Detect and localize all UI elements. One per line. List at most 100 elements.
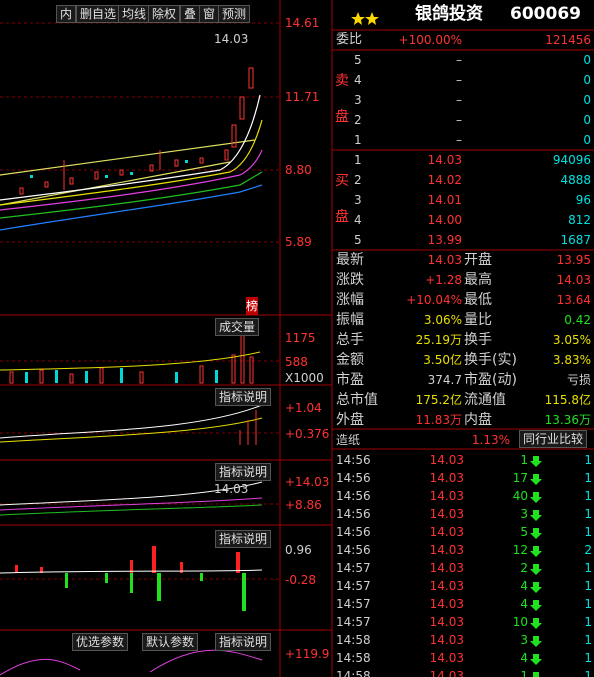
tick-time: 14:57 <box>336 561 371 575</box>
tick-count: 1 <box>584 525 592 539</box>
indicator-button[interactable]: 优选参数 <box>72 633 129 651</box>
stat-label: 涨幅 <box>336 292 364 308</box>
badge: 榜 <box>246 297 259 315</box>
level: 5 <box>354 233 362 247</box>
toolbar-button[interactable]: 删自选 <box>76 5 121 23</box>
down-arrow <box>530 510 542 521</box>
price-axis-label: 8.80 <box>285 163 312 177</box>
stat-value: 3.83% <box>552 353 591 367</box>
stat-label: 最新 <box>336 252 364 268</box>
stat-value: 0.42 <box>564 313 591 327</box>
tick-count: 1 <box>584 489 592 503</box>
stat-label: 开盘 <box>464 252 492 268</box>
order-volume: 0 <box>583 73 591 87</box>
tick-count: 1 <box>584 579 592 593</box>
tick-time: 14:56 <box>336 543 371 557</box>
stat-value: 14.03 <box>427 253 462 267</box>
level: 3 <box>354 193 362 207</box>
level: 1 <box>354 133 362 147</box>
tick-price: 14.03 <box>429 543 464 557</box>
stat-label: 金额 <box>336 352 364 368</box>
toolbar-button[interactable]: 叠 <box>180 5 201 23</box>
indicator-tag: 14.03 <box>214 482 249 496</box>
tick-price: 14.03 <box>429 453 464 467</box>
level: 1 <box>354 153 362 167</box>
stat-value: +10.04% <box>406 293 462 307</box>
industry-button[interactable]: 同行业比较 <box>519 430 588 448</box>
down-arrow <box>530 636 542 647</box>
last-price-tag: 14.03 <box>214 32 249 46</box>
level: 2 <box>354 173 362 187</box>
order-price: 14.02 <box>427 173 462 187</box>
indicator-button[interactable]: 指标说明 <box>215 463 272 481</box>
indicator-button[interactable]: 指标说明 <box>215 530 272 548</box>
tick-time: 14:58 <box>336 651 371 665</box>
toolbar-button[interactable]: 均线 <box>118 5 151 23</box>
tick-count: 1 <box>584 561 592 575</box>
tick-volume: 12 <box>512 543 528 557</box>
stat-label: 总市值 <box>336 392 378 408</box>
toolbar-button[interactable]: 除权 <box>148 5 181 23</box>
tick-count: 1 <box>584 669 592 677</box>
order-price: 14.00 <box>427 213 462 227</box>
indicator-axis-label: +0.376 <box>285 427 330 441</box>
order-volume: 0 <box>583 113 591 127</box>
indicator-button[interactable]: 指标说明 <box>215 633 272 651</box>
down-arrow <box>530 654 542 665</box>
down-arrow <box>530 582 542 593</box>
tick-price: 14.03 <box>429 507 464 521</box>
stat-value: 175.2亿 <box>415 393 462 407</box>
indicator-button[interactable]: 指标说明 <box>215 388 272 406</box>
tick-price: 14.03 <box>429 615 464 629</box>
toolbar-button[interactable]: 内 <box>56 5 77 23</box>
stat-value: 13.36万 <box>544 413 591 427</box>
panel-title[interactable]: 成交量 <box>215 318 260 336</box>
level: 4 <box>354 213 362 227</box>
tick-time: 14:57 <box>336 579 371 593</box>
toolbar-button[interactable]: 窗 <box>199 5 220 23</box>
stat-value: 13.95 <box>556 253 591 267</box>
tick-count: 1 <box>584 507 592 521</box>
level: 4 <box>354 73 362 87</box>
order-price: 14.03 <box>427 153 462 167</box>
toolbar-button[interactable]: 预测 <box>218 5 251 23</box>
stat-label: 涨跌 <box>336 272 364 288</box>
ratio-label: 委比 <box>336 32 363 47</box>
tick-count: 1 <box>584 651 592 665</box>
industry-change: 1.13% <box>471 433 510 447</box>
indicator-button[interactable]: 默认参数 <box>142 633 199 651</box>
level: 5 <box>354 53 362 67</box>
stat-value: 25.19万 <box>415 333 462 347</box>
order-volume: 812 <box>568 213 591 227</box>
tick-volume: 4 <box>520 597 528 611</box>
down-arrow <box>530 564 542 575</box>
stock-code: 600069 <box>510 4 581 24</box>
order-volume: 96 <box>575 193 591 207</box>
stat-label: 换手(实) <box>464 352 517 368</box>
tick-volume: 5 <box>520 525 528 539</box>
order-volume: 94096 <box>552 153 591 167</box>
industry-name: 造纸 <box>336 433 361 447</box>
indicator-axis-label: +14.03 <box>285 475 330 489</box>
tick-count: 1 <box>584 453 592 467</box>
down-arrow <box>530 528 542 539</box>
side-label: 盘 <box>335 109 349 125</box>
order-price: – <box>456 53 462 67</box>
tick-volume: 2 <box>520 561 528 575</box>
indicator-axis-label: +8.86 <box>285 498 322 512</box>
side-label: 买 <box>335 173 349 189</box>
order-volume: 0 <box>583 53 591 67</box>
side-label: 卖 <box>335 73 349 89</box>
stat-label: 总手 <box>336 332 364 348</box>
stat-label: 最高 <box>464 272 492 288</box>
stat-value: 115.8亿 <box>544 393 591 407</box>
tick-time: 14:58 <box>336 633 371 647</box>
tick-volume: 3 <box>520 633 528 647</box>
indicator-axis-label: -0.28 <box>285 573 317 587</box>
tick-price: 14.03 <box>429 561 464 575</box>
tick-time: 14:56 <box>336 471 371 485</box>
stat-value: 亏损 <box>566 373 591 387</box>
tick-volume: 1 <box>520 453 528 467</box>
indicator-axis-label: 0.96 <box>285 543 312 557</box>
